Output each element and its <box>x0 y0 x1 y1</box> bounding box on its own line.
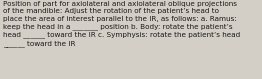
Text: Position of part for axiolateral and axiolateral oblique projections
of the mand: Position of part for axiolateral and axi… <box>3 1 240 47</box>
